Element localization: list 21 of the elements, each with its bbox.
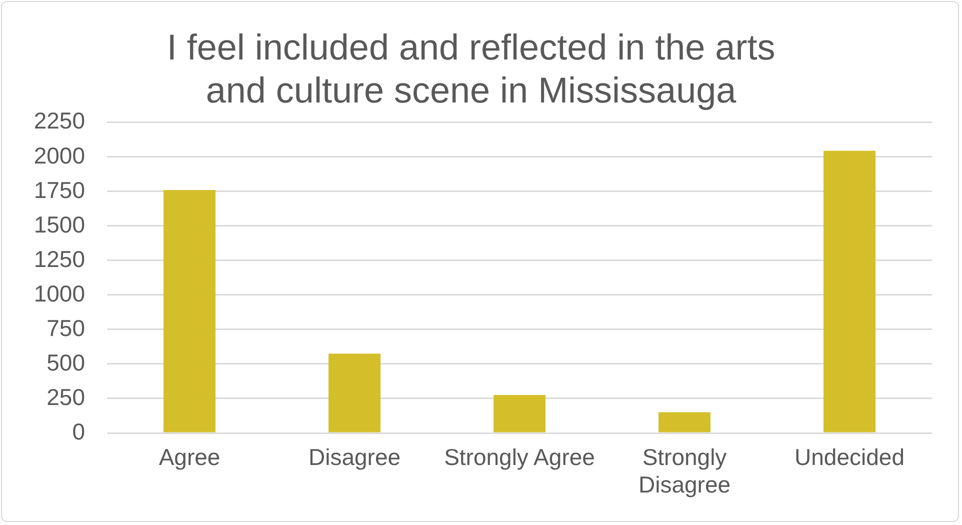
bar [494, 395, 546, 432]
y-tick-label: 0 [72, 418, 85, 444]
bar [658, 412, 710, 432]
y-tick-label: 2250 [34, 108, 85, 134]
x-tick-label: Strongly Disagree [638, 444, 731, 498]
chart-title: I feel included and reflected in the arts and culture scene in Mississauga [166, 26, 776, 111]
y-tick-label: 1500 [34, 211, 85, 238]
bar [328, 354, 380, 432]
y-tick-label: 1250 [34, 246, 85, 272]
y-tick-label: 1750 [34, 176, 85, 203]
x-tick-label: Agree [158, 444, 220, 470]
bar [824, 150, 876, 432]
x-tick-label: Disagree [308, 444, 401, 470]
y-tick-label: 250 [46, 384, 85, 410]
x-tick-label: Undecided [794, 444, 904, 470]
x-tick-label: Strongly Agree [444, 444, 595, 470]
y-tick-label: 1000 [34, 280, 85, 306]
y-tick-label: 500 [46, 349, 85, 376]
bar [164, 190, 216, 432]
y-tick-label: 2000 [34, 142, 85, 168]
y-tick-label: 750 [46, 314, 85, 341]
